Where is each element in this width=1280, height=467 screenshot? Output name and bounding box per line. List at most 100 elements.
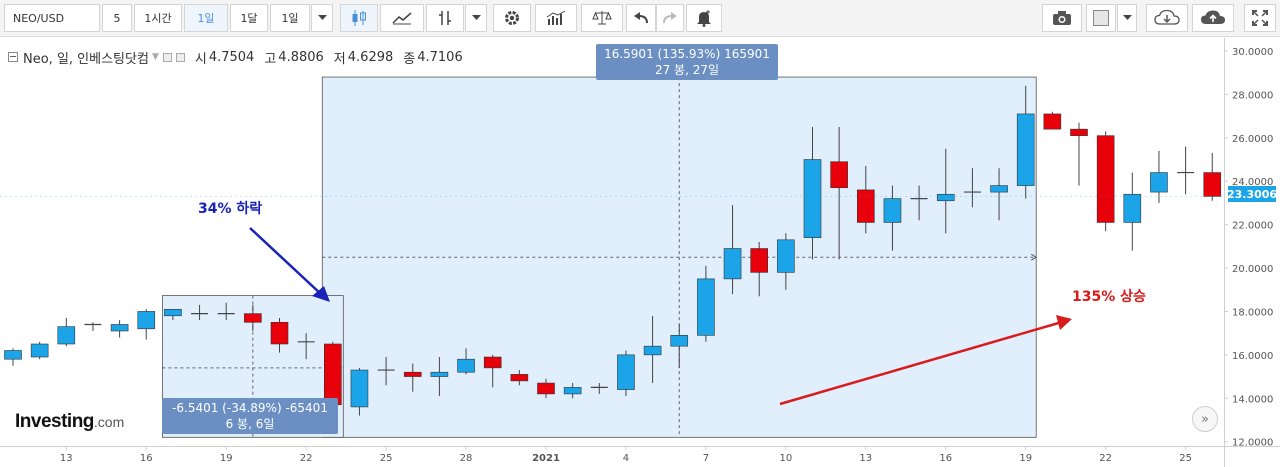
candle-up[interactable] — [990, 185, 1008, 193]
color-dropdown-button[interactable] — [1117, 4, 1137, 32]
candle-down[interactable] — [1096, 135, 1115, 223]
rise-annotation-text[interactable]: 135% 상승 — [1072, 289, 1146, 305]
drop-arrow-head[interactable] — [312, 286, 330, 302]
symbol-input[interactable]: NEO/USD — [4, 4, 100, 32]
candle-up[interactable] — [617, 354, 635, 390]
screenshot-button[interactable] — [1042, 4, 1082, 32]
drop-arrow-shaft[interactable] — [249, 227, 323, 296]
alert-button[interactable] — [686, 4, 722, 32]
x-tick-label: 19 — [1019, 453, 1032, 464]
candle-up[interactable] — [457, 358, 475, 373]
candle-up[interactable] — [670, 335, 689, 347]
compare-button[interactable] — [581, 4, 623, 32]
candle-down[interactable] — [510, 374, 529, 382]
candle-down[interactable] — [483, 356, 502, 369]
chevron-down-icon — [471, 15, 481, 20]
logo-domain: .com — [93, 414, 125, 430]
bar-type-button[interactable] — [426, 4, 464, 32]
candle-up[interactable] — [697, 278, 715, 336]
x-tick-label: 25 — [1179, 453, 1192, 464]
candle-down[interactable] — [750, 248, 769, 273]
visibility-toggle-icon[interactable] — [162, 52, 172, 62]
candle-up[interactable] — [883, 198, 902, 223]
candle-up[interactable] — [137, 311, 156, 330]
compare-scale-icon — [592, 11, 612, 25]
redo-button[interactable] — [656, 4, 684, 32]
indicators-icon — [546, 10, 566, 25]
color-box-button[interactable] — [1086, 4, 1116, 32]
y-tick-label: 16.0000 — [1232, 351, 1273, 362]
close-series-icon[interactable] — [175, 52, 185, 62]
candle-up[interactable] — [430, 371, 449, 377]
candle-down[interactable] — [403, 371, 422, 377]
chevron-down-icon[interactable]: ▼ — [151, 52, 159, 62]
y-tick-label: 22.0000 — [1232, 221, 1273, 232]
candle-up[interactable] — [803, 159, 822, 238]
collapse-legend-icon[interactable] — [8, 52, 18, 62]
open-value: 4.7504 — [208, 49, 255, 65]
measure-rise-arrowhead — [1030, 253, 1038, 261]
candle-down[interactable] — [856, 189, 875, 223]
candle-up[interactable] — [110, 324, 129, 332]
logo-main: Investing — [15, 411, 94, 432]
undo-button[interactable] — [626, 4, 656, 32]
candle-up[interactable] — [350, 369, 369, 408]
y-tick-label: 12.0000 — [1232, 438, 1273, 449]
drop-annotation-text[interactable]: 34% 하락 — [198, 201, 263, 217]
settings-button[interactable] — [493, 4, 531, 32]
rise-arrow-head[interactable] — [1056, 315, 1072, 330]
candle-down[interactable] — [830, 161, 848, 189]
bar-type-icon — [439, 11, 451, 25]
candle-down[interactable] — [537, 382, 555, 395]
undo-icon — [634, 12, 648, 24]
x-tick-label: 10 — [779, 453, 792, 464]
cloud-download-button[interactable] — [1146, 4, 1188, 32]
candle-up[interactable] — [563, 387, 582, 395]
line-chart-button[interactable] — [380, 4, 424, 32]
y-tick-label: 28.0000 — [1232, 90, 1273, 101]
interval-1-day[interactable]: 1일 — [184, 4, 228, 32]
cloud-upload-button[interactable] — [1192, 4, 1234, 32]
indicators-button[interactable] — [535, 4, 577, 32]
scroll-to-latest-button[interactable]: » — [1192, 406, 1218, 432]
rise-arrow-shaft[interactable] — [779, 320, 1063, 406]
candle-up[interactable] — [1123, 193, 1142, 223]
candlestick-chart[interactable]: 12.0000 14.0000 16.0000 18.0000 20.0000 22.00… — [0, 38, 1280, 467]
candle-up[interactable] — [4, 350, 22, 360]
interval-select[interactable]: 1일 — [270, 4, 310, 32]
interval-1-hour[interactable]: 1시간 — [134, 4, 182, 32]
y-tick-label: 30.0000 — [1232, 47, 1273, 58]
fullscreen-button[interactable] — [1244, 4, 1276, 32]
candle-down[interactable] — [1043, 113, 1062, 130]
candle-down[interactable] — [270, 321, 289, 345]
candle-up[interactable] — [1150, 172, 1168, 193]
cloud-upload-icon — [1201, 10, 1225, 24]
interval-1-month[interactable]: 1달 — [230, 4, 268, 32]
interval-5[interactable]: 5 — [102, 4, 132, 32]
candle-up[interactable] — [1016, 113, 1035, 186]
line-chart-icon — [392, 12, 412, 25]
y-tick-label: 20.0000 — [1232, 264, 1273, 275]
color-box-icon — [1093, 10, 1109, 26]
candle-up[interactable] — [57, 326, 76, 345]
bar-type-dropdown-button[interactable] — [465, 4, 487, 32]
x-tick-label: 13 — [859, 453, 872, 464]
x-tick-label: 2021 — [532, 453, 560, 464]
candle-chart-button[interactable] — [340, 4, 378, 32]
interval-dropdown-button[interactable] — [311, 4, 333, 32]
candle-up[interactable] — [723, 248, 742, 280]
candle-down[interactable] — [323, 343, 342, 406]
x-tick-label: 25 — [380, 453, 393, 464]
candle-down[interactable] — [1203, 172, 1222, 197]
candle-up[interactable] — [30, 343, 49, 358]
measure-drop-line2: 6 봉, 6일 — [225, 417, 275, 431]
measure-drop-line1: -6.5401 (-34.89%) -65401 — [172, 401, 328, 415]
candle-up[interactable] — [164, 308, 182, 317]
candle-up[interactable] — [643, 345, 662, 356]
candle-up[interactable] — [936, 193, 955, 202]
candle-down[interactable] — [1070, 128, 1088, 136]
candle-down[interactable] — [244, 313, 262, 323]
x-tick-label: 16 — [939, 453, 952, 464]
candle-up[interactable] — [777, 239, 795, 273]
y-tick-label: 24.0000 — [1232, 177, 1273, 188]
